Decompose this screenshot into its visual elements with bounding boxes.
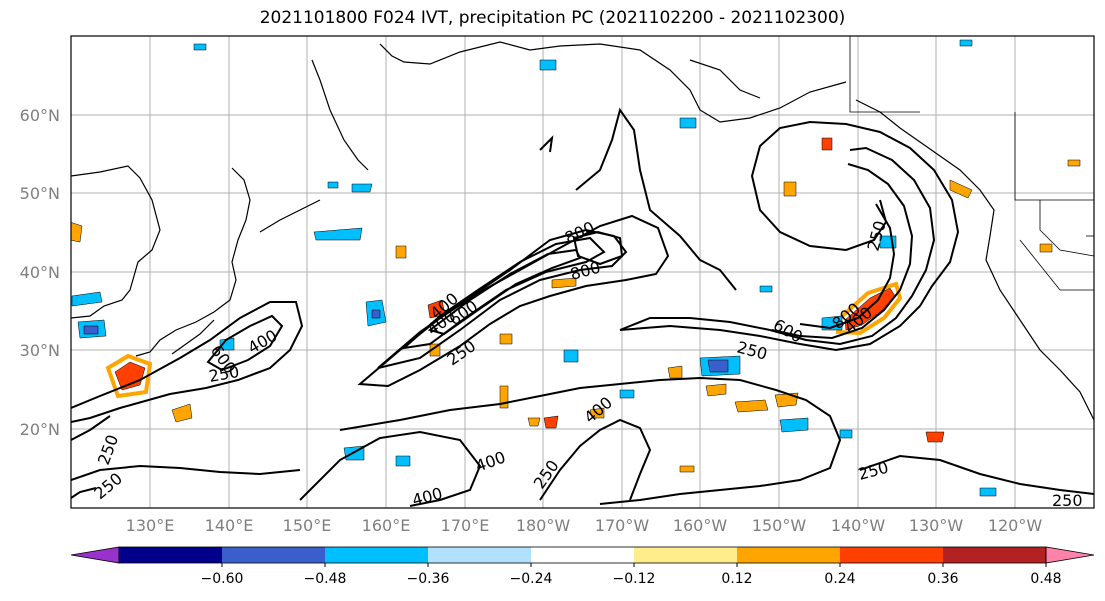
lon-label: 140°W (831, 516, 886, 535)
colorbar-segment (943, 547, 1046, 563)
gridlines (71, 36, 1094, 508)
colorbar-border (118, 546, 1047, 564)
colorbar-segment (119, 547, 222, 563)
colorbar-segment (222, 547, 325, 563)
precipitation-patches (71, 39, 1081, 497)
colorbar-extend-low (70, 546, 120, 564)
lon-label: 130°E (126, 516, 175, 535)
lon-label: 130°W (909, 516, 964, 535)
colorbar-tick-label: −0.24 (510, 571, 553, 587)
lon-label: 170°W (595, 516, 650, 535)
ivt-contours (71, 107, 1094, 507)
lon-label: 180°W (516, 516, 571, 535)
colorbar-segment (840, 547, 943, 563)
colorbar-segment (325, 547, 428, 563)
lon-label: 140°E (205, 516, 254, 535)
borders (849, 36, 1094, 291)
colorbar-tick-label: 0.12 (721, 571, 752, 587)
colorbar-segment (531, 547, 634, 563)
lat-label: 50°N (20, 184, 60, 203)
longitude-labels: 130°E 140°E 150°E 160°E 170°E 180°W 170°… (126, 516, 1043, 535)
map-frame (70, 35, 1095, 509)
colorbar-extend-high (1045, 546, 1095, 564)
colorbar-tick-label: 0.24 (824, 571, 855, 587)
latitude-labels: 60°N 50°N 40°N 30°N 20°N (20, 106, 60, 439)
lon-label: 150°W (752, 516, 807, 535)
lat-label: 20°N (20, 420, 60, 439)
lon-label: 120°W (988, 516, 1043, 535)
colorbar: −0.60 −0.48 −0.36 −0.24 −0.12 0.12 0.24 0.36 0.4… (70, 546, 1095, 587)
colorbar-tick-label: −0.48 (304, 571, 347, 587)
lon-label: 160°E (362, 516, 411, 535)
lat-label: 60°N (20, 106, 60, 125)
lat-label: 30°N (20, 341, 60, 360)
lon-label: 150°E (283, 516, 332, 535)
lon-label: 170°E (441, 516, 490, 535)
colorbar-tick-label: 0.36 (927, 571, 958, 587)
colorbar-segment (634, 547, 737, 563)
colorbar-segment (737, 547, 840, 563)
lon-label: 160°W (673, 516, 728, 535)
colorbar-tick-label: −0.60 (201, 571, 244, 587)
lat-label: 40°N (20, 263, 60, 282)
coastlines (71, 41, 1094, 421)
contour-label: 250 (1052, 491, 1083, 510)
colorbar-segment (428, 547, 531, 563)
colorbar-tick-label: −0.36 (407, 571, 450, 587)
colorbar-tick-label: −0.12 (613, 571, 656, 587)
map-title: 2021101800 F024 IVT, precipitation PC (2… (259, 8, 846, 28)
colorbar-tick-label: 0.48 (1030, 571, 1061, 587)
